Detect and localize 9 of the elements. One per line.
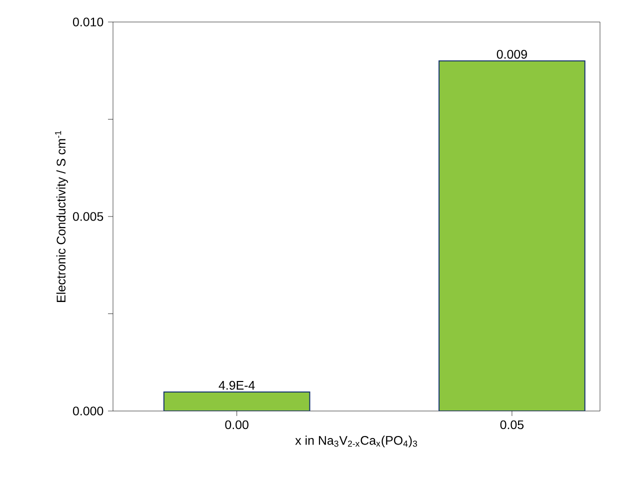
data-label: 4.9E-4 (218, 380, 255, 390)
y-tick-label: 0.005 (72, 212, 104, 221)
y-tick-label: 0.010 (72, 18, 104, 26)
data-label: 0.009 (496, 50, 527, 59)
x-tick-label: 0.00 (225, 420, 248, 430)
x-tick-label: 0.05 (500, 420, 524, 430)
y-tick-label: 0.000 (72, 406, 104, 416)
y-axis-title: Electronic Conductivity / S cm$^{-1}$ (55, 130, 68, 302)
text: x in Na$_{3}$V$_{2-x}$Ca$_{x}$(PO$_{4}$)$_{3}$ (295, 436, 418, 448)
